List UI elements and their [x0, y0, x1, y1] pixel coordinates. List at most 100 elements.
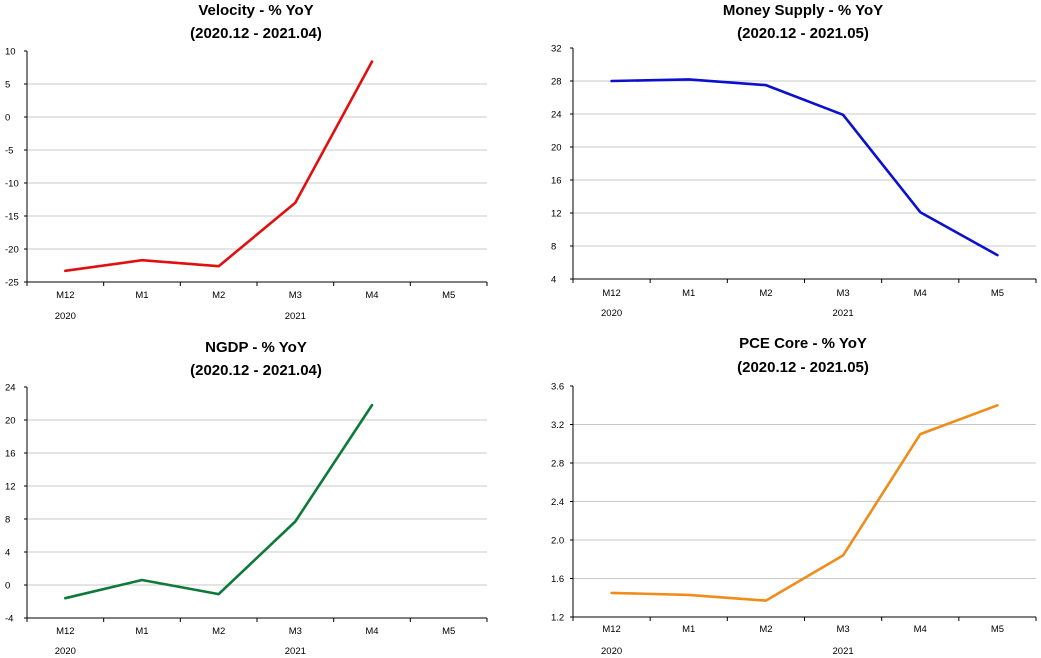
chart-3: NGDP - % YoY (2020.12 - 2021.04) 24 20 16 12 8…: [5, 339, 488, 657]
data-point: [687, 594, 690, 596]
x-tick-label: M3: [836, 288, 849, 299]
data-point: [371, 404, 373, 406]
data-point: [141, 579, 143, 581]
data-point: [919, 211, 922, 213]
y-tick-label: 3.6: [551, 382, 564, 393]
x-tick-label: M1: [682, 288, 695, 299]
data-point: [217, 593, 220, 595]
x-tick-label: M12: [602, 288, 620, 299]
series-line: [610, 403, 999, 602]
data-point: [842, 114, 844, 116]
series-line: [64, 403, 374, 600]
x-tick-label: M5: [991, 624, 1004, 635]
y-tick-label: -25: [5, 278, 19, 289]
x-tick-label: M4: [365, 626, 378, 637]
x-tick-label: M2: [212, 290, 225, 301]
y-tick-label: -10: [5, 179, 19, 190]
x-tick-label: M2: [759, 288, 772, 299]
y-tick-label: 24: [5, 383, 16, 394]
year-label: 2020: [601, 308, 622, 319]
x-tick-label: M1: [135, 626, 148, 637]
y-tick-label: 0: [5, 113, 10, 124]
year-label: 2021: [285, 311, 306, 322]
y-tick-label: 16: [5, 449, 16, 460]
y-tick-label: 20: [551, 143, 562, 154]
chart-1: Velocity - % YoY (2020.12 - 2021.04) 10 5 0 -…: [5, 2, 488, 322]
series-line: [610, 78, 999, 257]
y-tick-label: -4: [5, 614, 13, 625]
y-tick-label: 24: [551, 110, 562, 121]
year-label: 2020: [601, 646, 622, 657]
data-point: [610, 80, 613, 82]
data-point: [996, 404, 999, 407]
y-tick-label: 8: [5, 515, 10, 526]
data-point: [64, 269, 67, 272]
y-tick-label: 1.2: [551, 613, 564, 624]
y-tick-label: 16: [551, 176, 562, 187]
data-point: [765, 599, 767, 602]
y-tick-label: 5: [5, 80, 10, 91]
x-tick-label: M4: [914, 288, 927, 299]
year-label: 2020: [55, 311, 76, 322]
y-tick-label: -20: [5, 245, 19, 256]
series-line: [64, 60, 374, 273]
y-tick-label: 12: [5, 482, 16, 493]
y-tick-label: 2.8: [551, 459, 564, 470]
data-point: [64, 597, 67, 599]
data-point: [765, 84, 767, 86]
y-tick-label: 12: [551, 209, 562, 220]
x-tick-label: M2: [759, 624, 772, 635]
y-tick-label: -5: [5, 146, 13, 157]
x-tick-label: M2: [212, 626, 225, 637]
x-tick-label: M5: [991, 288, 1004, 299]
data-point: [294, 520, 297, 523]
y-tick-label: 20: [5, 416, 16, 427]
y-tick-label: 8: [551, 242, 556, 253]
x-tick-label: M12: [56, 290, 74, 301]
data-point: [141, 259, 143, 262]
data-point: [294, 202, 297, 204]
y-tick-label: 4: [551, 275, 556, 286]
y-tick-label: 3.2: [551, 420, 564, 431]
x-tick-label: M4: [914, 624, 927, 635]
data-point: [610, 592, 613, 594]
data-point: [687, 78, 690, 81]
data-point: [919, 433, 922, 435]
x-tick-label: M3: [836, 624, 849, 635]
chart-4: PCE Core - % YoY (2020.12 - 2021.05) 3.6 3.…: [551, 335, 1037, 657]
year-label: 2020: [55, 646, 76, 657]
y-tick-label: 32: [551, 44, 562, 55]
chart-2: Money Supply - % YoY (2020.12 - 2021.05) 3…: [551, 2, 1037, 319]
y-tick-label: 0: [5, 581, 10, 592]
year-label: 2021: [285, 646, 306, 657]
chart-title: NGDP - % YoY: [205, 339, 307, 356]
x-tick-label: M1: [682, 624, 695, 635]
data-point: [371, 60, 373, 63]
data-point: [842, 554, 844, 557]
chart-title: Velocity - % YoY: [198, 2, 313, 19]
x-tick-label: M12: [602, 624, 620, 635]
data-point: [996, 254, 999, 256]
y-tick-label: 4: [5, 548, 10, 559]
chart-title: Money Supply - % YoY: [723, 2, 883, 19]
x-tick-label: M3: [289, 626, 302, 637]
y-tick-label: 1.6: [551, 574, 564, 585]
chart-subtitle: (2020.12 - 2021.04): [190, 362, 322, 379]
x-tick-label: M1: [135, 290, 148, 301]
x-tick-label: M5: [442, 626, 455, 637]
y-tick-label: 2.0: [551, 536, 564, 547]
x-tick-label: M5: [442, 290, 455, 301]
chart-subtitle: (2020.12 - 2021.05): [737, 359, 869, 376]
y-tick-label: 10: [5, 47, 16, 58]
x-tick-label: M12: [56, 626, 74, 637]
x-tick-label: M3: [289, 290, 302, 301]
chart-subtitle: (2020.12 - 2021.04): [190, 25, 322, 42]
y-tick-label: -15: [5, 212, 19, 223]
chart-subtitle: (2020.12 - 2021.05): [737, 25, 869, 42]
year-label: 2021: [833, 308, 854, 319]
chart-title: PCE Core - % YoY: [739, 335, 867, 352]
year-label: 2021: [833, 646, 854, 657]
y-tick-label: 2.4: [551, 497, 564, 508]
data-point: [217, 265, 220, 267]
